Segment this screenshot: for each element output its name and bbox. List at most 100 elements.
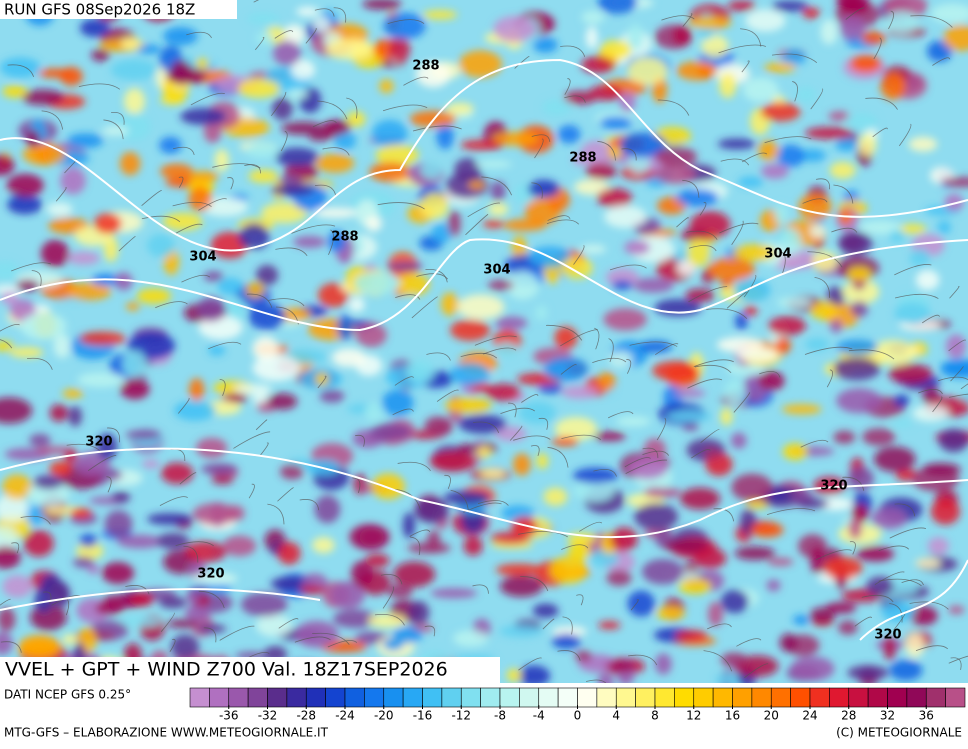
field-cell <box>187 170 220 182</box>
field-cell <box>768 316 807 336</box>
streamline <box>626 359 632 374</box>
field-cell <box>252 355 301 382</box>
streamline <box>255 36 265 51</box>
field-cell <box>573 480 615 502</box>
field-cell <box>897 223 927 234</box>
streamline <box>894 503 916 517</box>
field-cell <box>809 607 835 626</box>
colorbar-tick-label: -20 <box>374 709 394 723</box>
streamline <box>198 590 225 609</box>
field-cell <box>588 84 624 101</box>
streamline <box>621 148 637 161</box>
colorbar-swatch <box>460 687 481 708</box>
field-cell <box>0 607 16 632</box>
field-cell <box>75 451 110 478</box>
field-cell <box>0 545 21 569</box>
field-cell <box>707 257 755 282</box>
field-cell <box>727 0 756 12</box>
field-cell <box>369 423 411 440</box>
colorbar-swatch <box>906 687 927 708</box>
field-cell <box>211 475 234 485</box>
streamline <box>382 104 428 112</box>
streamline <box>531 182 543 199</box>
field-cell <box>375 144 419 166</box>
field-cell <box>117 534 163 549</box>
field-cell <box>287 88 308 99</box>
field-cell <box>596 188 633 208</box>
colorbar-tick-label: 36 <box>919 709 934 723</box>
field-cell <box>909 248 931 268</box>
field-cell <box>781 49 807 66</box>
field-cell <box>463 536 483 556</box>
streamline <box>804 346 853 355</box>
colorbar-tick-label: 28 <box>841 709 856 723</box>
field-cell <box>146 512 193 526</box>
field-cell <box>627 455 669 479</box>
field-cell <box>499 575 544 597</box>
streamline <box>693 359 734 368</box>
field-cell <box>672 25 691 46</box>
field-cell <box>837 620 858 635</box>
field-cell <box>475 160 513 169</box>
field-cell <box>62 634 78 645</box>
field-cell <box>20 312 67 340</box>
field-cell <box>551 626 588 637</box>
streamline <box>656 417 667 441</box>
colorbar-swatch <box>829 687 850 708</box>
field-cell <box>293 236 326 248</box>
field-cell <box>333 131 357 150</box>
streamline <box>0 598 11 606</box>
field-cell <box>893 394 910 407</box>
field-cell <box>551 436 579 447</box>
field-cell <box>318 282 350 308</box>
field-cell <box>797 149 827 162</box>
field-cell <box>383 638 404 651</box>
field-cell <box>552 633 581 649</box>
streamline <box>0 339 13 349</box>
field-cell <box>619 132 667 158</box>
field-cell <box>68 406 83 427</box>
field-cell <box>599 116 633 129</box>
field-cell <box>53 334 71 359</box>
streamline <box>141 215 181 223</box>
streamline <box>865 97 898 110</box>
colorbar-swatch <box>848 687 869 708</box>
field-cell <box>76 542 104 560</box>
streamline <box>682 179 700 198</box>
streamline <box>160 612 175 632</box>
field-cell <box>0 631 13 656</box>
field-cell <box>453 630 489 647</box>
streamline <box>278 618 299 629</box>
field-cell <box>281 121 326 135</box>
field-cell <box>0 285 22 295</box>
streamline <box>766 508 816 515</box>
field-cell <box>73 556 95 568</box>
field-cell <box>327 230 346 253</box>
field-cell <box>792 614 810 626</box>
contour-label: 320 <box>197 567 224 582</box>
field-cell <box>724 379 747 406</box>
streamline <box>0 641 22 653</box>
field-cell <box>826 286 845 307</box>
field-cell <box>468 180 486 190</box>
field-cell <box>237 79 280 98</box>
field-cell <box>110 59 158 81</box>
field-cell <box>487 202 509 216</box>
streamline <box>436 389 459 402</box>
field-cell <box>550 555 588 584</box>
field-cell <box>295 620 339 648</box>
colorbar-tick-label: 32 <box>880 709 895 723</box>
colorbar-swatch <box>364 687 385 708</box>
streamline <box>594 327 600 350</box>
field-cell <box>346 111 366 128</box>
streamline <box>932 396 943 413</box>
field-cell <box>112 491 131 503</box>
field-cell <box>49 404 69 422</box>
field-cell <box>851 504 869 523</box>
field-cell <box>834 138 858 152</box>
streamline <box>661 15 695 21</box>
field-cell <box>245 142 280 159</box>
field-cell <box>129 591 155 607</box>
field-cell <box>579 244 607 254</box>
streamline <box>743 274 757 298</box>
